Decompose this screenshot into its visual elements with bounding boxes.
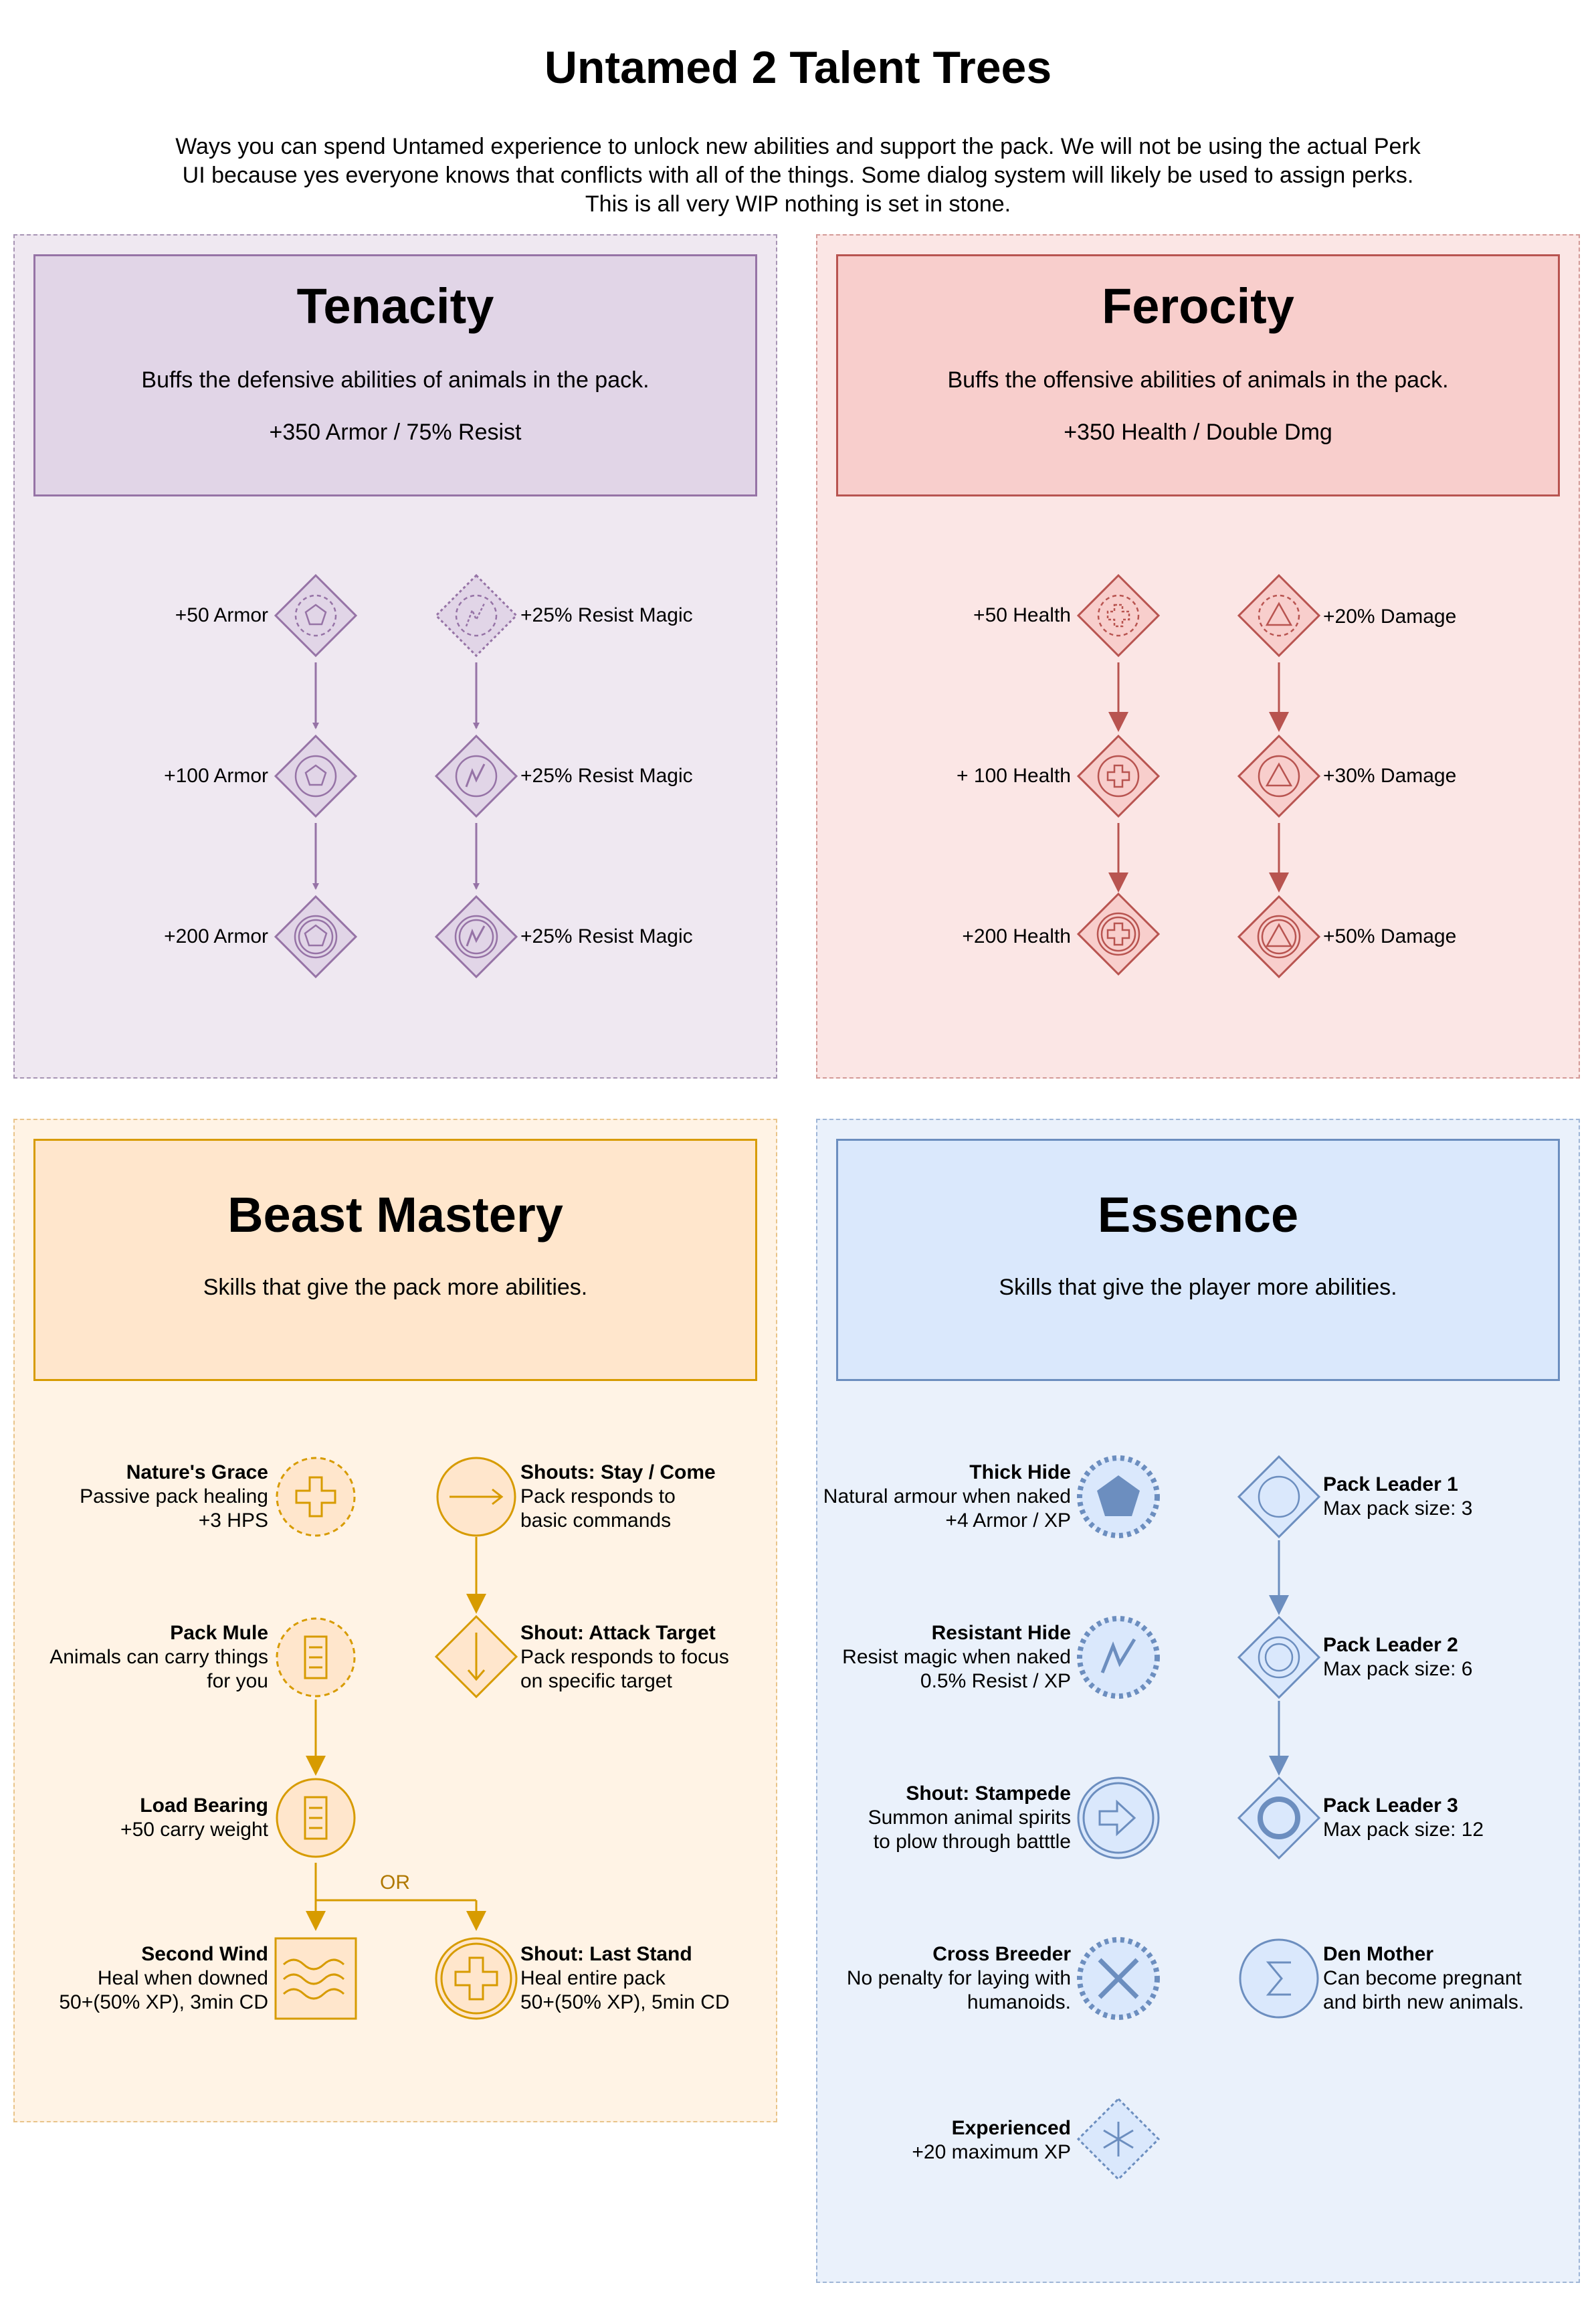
beast-node-label: Load Bearing +50 carry weight [120, 1795, 268, 1841]
essence-node-label: Den Mother Can become pregnant and birth n… [1323, 1943, 1524, 2013]
essence-node-label: Experienced +20 maximum XP [912, 2117, 1071, 2163]
beast-mastery-title: Beast Mastery [227, 1187, 563, 1243]
tenacity-header: Tenacity Buffs the defensive abilities o… [33, 254, 757, 496]
ferocity-bonus: +350 Health / Double Dmg [1064, 420, 1332, 445]
intro-line: This is all very WIP nothing is set in s… [585, 191, 1011, 217]
tenacity-node-label: +200 Armor [164, 925, 268, 947]
or-label: OR [380, 1871, 410, 1894]
tenacity-node-label: +25% Resist Magic [520, 765, 693, 787]
beast-node-label: Second Wind Heal when downed 50+(50% XP), … [59, 1943, 268, 2013]
ferocity-node-label: +20% Damage [1323, 606, 1457, 628]
ferocity-header: Ferocity Buffs the offensive abilities o… [836, 254, 1560, 496]
beast-node-label: Shout: Last Stand Heal entire pack 50+(50%… [520, 1943, 730, 2013]
tenacity-node-label: +100 Armor [164, 765, 268, 787]
tenacity-node-label: +25% Resist Magic [520, 604, 693, 626]
page-intro: Ways you can spend Untamed experience to… [127, 132, 1469, 219]
beast-node-label: Nature's Grace Passive pack healing +3 HPS [80, 1461, 268, 1532]
ferocity-title: Ferocity [1102, 278, 1294, 334]
ferocity-node-label: + 100 Health [957, 765, 1071, 787]
ferocity-desc: Buffs the offensive abilities of animals… [947, 367, 1449, 393]
tenacity-desc: Buffs the defensive abilities of animals… [141, 367, 650, 393]
essence-title: Essence [1097, 1187, 1299, 1243]
essence-node-label: Pack Leader 2 Max pack size: 6 [1323, 1634, 1473, 1680]
beast-node-label: Shouts: Stay / Come Pack responds to basic… [520, 1461, 716, 1532]
ferocity-node-label: +50% Damage [1323, 925, 1457, 947]
intro-line: Ways you can spend Untamed experience to… [175, 134, 1421, 159]
ferocity-node-label: +30% Damage [1323, 765, 1457, 787]
beast-node-label: Pack Mule Animals can carry things for you [49, 1622, 268, 1692]
essence-node-label: Cross Breeder No penalty for laying with h… [846, 1943, 1071, 2013]
essence-header: Essence Skills that give the player more… [836, 1139, 1560, 1381]
beast-mastery-desc: Skills that give the pack more abilities… [203, 1275, 588, 1300]
essence-node-label: Thick Hide Natural armour when naked +4 Ar… [823, 1461, 1071, 1532]
tenacity-bonus: +350 Armor / 75% Resist [269, 420, 522, 445]
page-title: Untamed 2 Talent Trees [544, 42, 1052, 93]
beast-node-label: Shout: Attack Target Pack responds to foc… [520, 1622, 729, 1692]
ferocity-node-label: +200 Health [962, 925, 1071, 947]
essence-desc: Skills that give the player more abiliti… [999, 1275, 1397, 1300]
tenacity-node-label: +50 Armor [175, 604, 268, 626]
tenacity-node-label: +25% Resist Magic [520, 925, 693, 947]
essence-node-label: Pack Leader 3 Max pack size: 12 [1323, 1795, 1484, 1841]
essence-node-label: Resistant Hide Resist magic when naked 0.5… [842, 1622, 1071, 1692]
beast-mastery-header: Beast Mastery Skills that give the pack … [33, 1139, 757, 1381]
ferocity-node-label: +50 Health [973, 604, 1071, 626]
essence-node-label: Shout: Stampede Summon animal spirits to p… [868, 1782, 1071, 1853]
essence-node-label: Pack Leader 1 Max pack size: 3 [1323, 1473, 1473, 1520]
tenacity-title: Tenacity [296, 278, 494, 334]
intro-line: UI because yes everyone knows that confl… [182, 163, 1414, 188]
